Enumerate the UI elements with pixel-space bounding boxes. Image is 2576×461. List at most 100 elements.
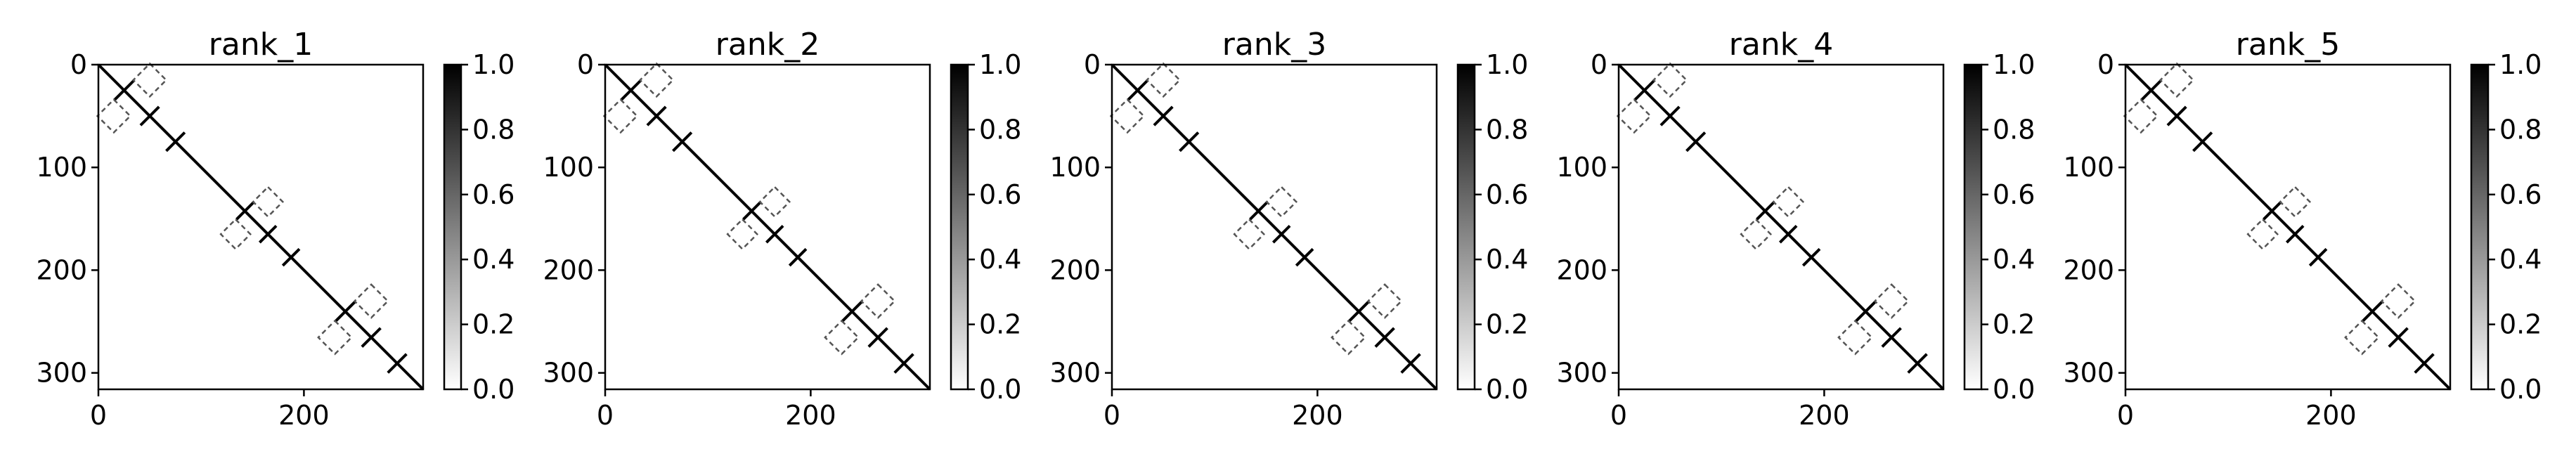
x-tick-label: 0 bbox=[597, 400, 614, 431]
colorbar-tick-label: 0.4 bbox=[472, 244, 514, 275]
contact-diamond-lower bbox=[317, 319, 353, 356]
contact-diamond-upper bbox=[758, 186, 791, 219]
x-tick-label: 0 bbox=[1103, 400, 1120, 431]
panel-3: rank_3 0 200 0 100 200 300 0.0 0.2 0.4 0.6 0.8 1.0 bbox=[1049, 27, 1528, 431]
colorbar-tick-label: 0.0 bbox=[472, 374, 514, 405]
colorbar-gradient bbox=[1963, 63, 1983, 391]
y-tick-label: 100 bbox=[36, 152, 87, 183]
axes-frame bbox=[604, 63, 931, 391]
y-tick-label: 0 bbox=[577, 49, 594, 80]
heatmap-body bbox=[96, 62, 425, 391]
main-diagonal bbox=[604, 63, 931, 391]
colorbar-tick-label: 0.8 bbox=[472, 114, 514, 145]
x-tick-label: 200 bbox=[2305, 400, 2357, 431]
contact-diamond-upper bbox=[1772, 186, 1805, 219]
panel-5: rank_5 0 200 0 100 200 300 0.0 0.2 0.4 0.6 0.8 1.0 bbox=[2063, 27, 2542, 431]
y-tick-label: 100 bbox=[1556, 152, 1607, 183]
axes-frame bbox=[1617, 63, 1945, 391]
panel-title: rank_2 bbox=[716, 27, 820, 63]
colorbar-tick-label: 1.0 bbox=[2499, 49, 2542, 80]
colorbar-tick-label: 0.0 bbox=[979, 374, 1021, 405]
colorbar-tick-label: 0.4 bbox=[1486, 244, 1528, 275]
contact-diamond-upper bbox=[2279, 186, 2312, 219]
contact-diamond-upper bbox=[131, 62, 168, 98]
colorbar-gradient bbox=[950, 63, 969, 391]
contact-diamond-lower bbox=[1331, 319, 1366, 356]
panel-2: rank_2 0 200 0 100 200 300 0.0 0.2 0.4 0.6 0.8 1.0 bbox=[543, 27, 1021, 431]
colorbar-tick-label: 0.2 bbox=[979, 309, 1021, 340]
contact-diamond-upper bbox=[1366, 283, 1403, 319]
y-tick-label: 100 bbox=[2063, 152, 2114, 183]
colorbar-tick-label: 0.8 bbox=[979, 114, 1021, 145]
y-tick-label: 300 bbox=[543, 358, 594, 389]
x-tick-label: 200 bbox=[278, 400, 330, 431]
colorbar-tick-label: 0.4 bbox=[1993, 244, 2035, 275]
colorbar: 0.0 0.2 0.4 0.6 0.8 1.0 bbox=[443, 49, 514, 405]
colorbar-gradient bbox=[443, 63, 462, 391]
colorbar-tick-label: 0.2 bbox=[472, 309, 514, 340]
panel-title: rank_3 bbox=[1222, 27, 1326, 63]
panel-title: rank_4 bbox=[1729, 27, 1833, 63]
panel-1: rank_1 0 200 0 100 200 300 0.0 0.2 0.4 0.6 0.8 1.0 bbox=[36, 27, 514, 431]
panel-title: rank_5 bbox=[2236, 27, 2340, 63]
y-tick-label: 200 bbox=[1049, 254, 1101, 285]
colorbar-tick-label: 0.4 bbox=[2499, 244, 2542, 275]
contact-block-3 bbox=[2344, 283, 2435, 374]
y-tick-label: 300 bbox=[36, 358, 87, 389]
contact-diamond-lower bbox=[2246, 218, 2279, 251]
colorbar-tick-label: 0.8 bbox=[2499, 114, 2542, 145]
contact-diamond-lower bbox=[219, 218, 252, 251]
contact-diamond-lower bbox=[1109, 98, 1146, 134]
contact-diamond-upper bbox=[1145, 62, 1182, 98]
colorbar-tick-label: 0.6 bbox=[979, 179, 1021, 210]
contact-diamond-lower bbox=[726, 218, 759, 251]
contact-diamond-lower bbox=[1740, 218, 1773, 251]
heatmap-body bbox=[602, 62, 931, 391]
colorbar-tick-label: 1.0 bbox=[1993, 49, 2035, 80]
colorbar-gradient bbox=[2470, 63, 2490, 391]
colorbar-gradient bbox=[1456, 63, 1476, 391]
contact-diamond-lower bbox=[2123, 98, 2159, 134]
y-tick-label: 0 bbox=[1591, 49, 1607, 80]
contact-diamond-upper bbox=[1873, 283, 1910, 319]
y-tick-label: 300 bbox=[2063, 358, 2114, 389]
y-tick-label: 0 bbox=[2097, 49, 2114, 80]
y-tick-label: 200 bbox=[1556, 254, 1607, 285]
x-tick-label: 200 bbox=[785, 400, 836, 431]
contact-diamond-lower bbox=[602, 98, 639, 134]
heatmap-body bbox=[1616, 62, 1945, 391]
colorbar-tick-label: 1.0 bbox=[979, 49, 1021, 80]
contact-diamond-lower bbox=[1233, 218, 1266, 251]
colorbar-tick-label: 0.8 bbox=[1486, 114, 1528, 145]
main-diagonal bbox=[97, 63, 425, 391]
contact-diamond-upper bbox=[1265, 186, 1298, 219]
contact-diamond-upper bbox=[2380, 283, 2416, 319]
colorbar-tick-label: 0.2 bbox=[2499, 309, 2542, 340]
y-tick-label: 0 bbox=[1084, 49, 1101, 80]
colorbar: 0.0 0.2 0.4 0.6 0.8 1.0 bbox=[2470, 49, 2542, 405]
colorbar-tick-label: 1.0 bbox=[1486, 49, 1528, 80]
colorbar: 0.0 0.2 0.4 0.6 0.8 1.0 bbox=[1456, 49, 1528, 405]
contact-diamond-lower bbox=[96, 98, 132, 134]
colorbar: 0.0 0.2 0.4 0.6 0.8 1.0 bbox=[1963, 49, 2035, 405]
axes-frame bbox=[2124, 63, 2452, 391]
colorbar-tick-label: 0.0 bbox=[1486, 374, 1528, 405]
y-tick-label: 100 bbox=[1049, 152, 1101, 183]
colorbar: 0.0 0.2 0.4 0.6 0.8 1.0 bbox=[950, 49, 1021, 405]
x-tick-label: 0 bbox=[90, 400, 107, 431]
colorbar-tick-label: 0.6 bbox=[1486, 179, 1528, 210]
y-tick-label: 100 bbox=[543, 152, 594, 183]
contact-diamond-upper bbox=[353, 283, 389, 319]
colorbar-tick-label: 0.4 bbox=[979, 244, 1021, 275]
contact-diamond-upper bbox=[252, 186, 285, 219]
heatmap-body bbox=[2123, 62, 2452, 391]
y-tick-label: 300 bbox=[1049, 358, 1101, 389]
colorbar-tick-label: 1.0 bbox=[472, 49, 514, 80]
colorbar-tick-label: 0.2 bbox=[1486, 309, 1528, 340]
x-tick-label: 0 bbox=[2117, 400, 2134, 431]
y-tick-label: 200 bbox=[36, 254, 87, 285]
contact-diamond-upper bbox=[860, 283, 896, 319]
heatmap-body bbox=[1109, 62, 1438, 391]
contact-diamond-lower bbox=[1837, 319, 1873, 356]
